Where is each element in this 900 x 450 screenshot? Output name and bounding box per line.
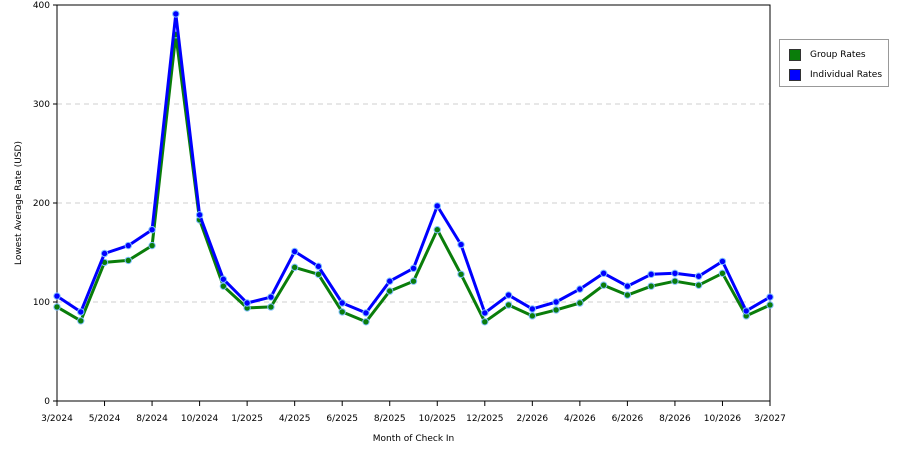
x-tick-label: 8/2024 <box>136 414 168 424</box>
data-point-individual-rates <box>671 269 679 277</box>
x-tick-label: 3/2024 <box>41 414 73 424</box>
x-tick-label: 4/2025 <box>279 414 311 424</box>
data-point-individual-rates <box>457 240 465 249</box>
data-point-individual-rates <box>576 285 584 293</box>
y-tick-label: 300 <box>33 100 50 110</box>
x-tick-label: 10/2025 <box>419 414 456 424</box>
data-point-individual-rates <box>53 292 61 300</box>
x-tick-label: 2/2026 <box>516 414 548 424</box>
series-lines <box>53 10 774 326</box>
x-axis-ticks: 3/2024 5/2024 8/2024 10/2024 1/2025 4/2025 6/2… <box>41 401 786 424</box>
data-point-individual-rates <box>433 202 441 210</box>
data-point-group-rates <box>481 318 489 326</box>
data-point-individual-rates <box>409 264 418 273</box>
data-point-group-rates <box>647 282 655 290</box>
data-point-individual-rates <box>290 247 299 256</box>
data-point-group-rates <box>671 277 679 285</box>
data-point-group-rates <box>504 301 513 309</box>
data-point-individual-rates <box>695 272 703 280</box>
data-point-group-rates <box>77 317 85 325</box>
x-tick-label: 3/2027 <box>754 414 786 424</box>
data-point-individual-rates <box>195 211 204 219</box>
data-point-group-rates <box>314 270 323 278</box>
data-point-individual-rates <box>528 305 537 313</box>
data-point-individual-rates <box>766 293 774 301</box>
y-tick-label: 200 <box>33 199 50 209</box>
x-tick-label: 8/2025 <box>374 414 406 424</box>
legend-item-group-rates: Group Rates <box>789 48 866 62</box>
data-point-individual-rates <box>552 298 560 306</box>
data-point-group-rates <box>338 308 346 316</box>
data-point-individual-rates <box>599 269 608 277</box>
x-tick-label: 6/2025 <box>326 414 358 424</box>
data-point-individual-rates <box>267 293 275 301</box>
data-point-group-rates <box>124 256 133 265</box>
data-point-individual-rates <box>481 309 489 317</box>
x-tick-label: 10/2026 <box>704 414 742 424</box>
data-point-group-rates <box>457 270 465 278</box>
data-point-group-rates <box>267 303 275 311</box>
data-point-group-rates <box>576 299 584 307</box>
x-tick-label: 5/2024 <box>89 414 121 424</box>
gridlines <box>57 103 770 303</box>
y-tick-label: 0 <box>44 397 50 407</box>
data-point-individual-rates <box>362 309 370 317</box>
data-point-individual-rates <box>219 275 228 283</box>
data-point-individual-rates <box>647 270 655 278</box>
data-point-individual-rates <box>338 299 346 307</box>
data-point-individual-rates <box>148 226 156 234</box>
legend-swatch-group-rates <box>789 49 801 61</box>
data-point-individual-rates <box>100 249 109 258</box>
data-point-group-rates <box>552 306 560 314</box>
data-point-group-rates <box>695 281 703 289</box>
data-point-group-rates <box>409 277 418 285</box>
y-tick-label: 400 <box>33 1 50 11</box>
data-point-individual-rates <box>718 257 727 266</box>
data-point-individual-rates <box>172 10 180 18</box>
x-tick-label: 4/2026 <box>564 414 596 424</box>
data-point-group-rates <box>148 241 156 250</box>
data-point-group-rates <box>623 291 632 299</box>
x-tick-label: 10/2024 <box>181 414 219 424</box>
data-point-group-rates <box>219 282 228 290</box>
data-point-individual-rates <box>623 282 632 290</box>
legend-label-group-rates: Group Rates <box>810 50 866 60</box>
data-point-group-rates <box>433 226 441 234</box>
x-axis-title: Month of Check In <box>373 434 455 444</box>
y-axis-ticks: 0 100 200 300 400 <box>33 1 57 407</box>
data-point-group-rates <box>766 301 774 309</box>
x-tick-label: 1/2025 <box>231 414 263 424</box>
data-point-individual-rates <box>504 291 513 299</box>
data-point-group-rates <box>386 287 394 295</box>
legend: Group Rates Individual Rates <box>779 39 889 87</box>
data-point-group-rates <box>599 281 608 289</box>
data-point-individual-rates <box>742 307 750 315</box>
data-point-group-rates <box>290 263 299 272</box>
x-tick-label: 12/2025 <box>466 414 503 424</box>
data-point-group-rates <box>362 318 370 326</box>
legend-item-individual-rates: Individual Rates <box>789 68 882 82</box>
data-point-individual-rates <box>124 241 133 250</box>
y-tick-label: 100 <box>33 298 50 308</box>
x-tick-label: 8/2026 <box>659 414 691 424</box>
data-point-individual-rates <box>314 262 323 271</box>
data-point-group-rates <box>53 303 61 311</box>
legend-swatch-individual-rates <box>789 69 801 81</box>
x-tick-label: 6/2026 <box>612 414 644 424</box>
data-point-group-rates <box>528 312 537 320</box>
y-axis-title: Lowest Average Rate (USD) <box>14 141 24 265</box>
legend-label-individual-rates: Individual Rates <box>810 70 883 80</box>
data-point-individual-rates <box>243 299 251 307</box>
data-point-group-rates <box>718 269 727 277</box>
data-point-individual-rates <box>386 277 394 285</box>
data-point-individual-rates <box>77 308 85 316</box>
